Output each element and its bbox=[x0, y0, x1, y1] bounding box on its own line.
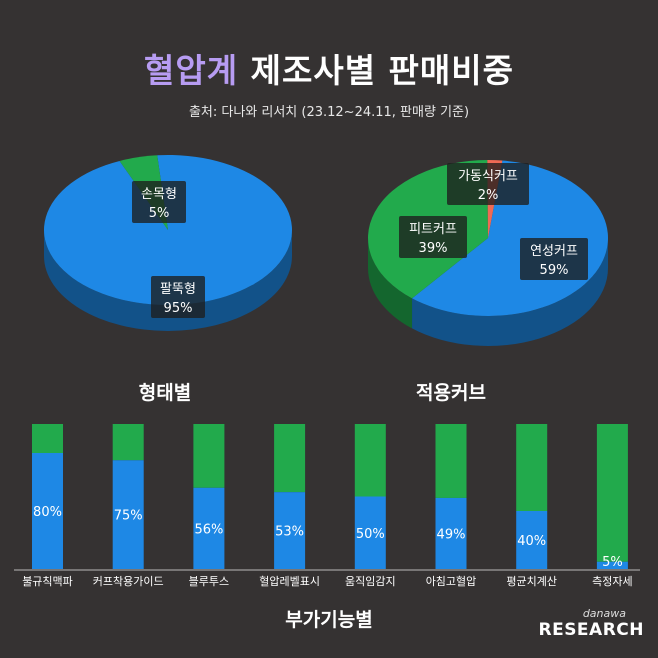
pie2-side-1-0 bbox=[368, 238, 413, 329]
logo-big-text: RESEARCH bbox=[538, 620, 644, 640]
bar-category-label-4: 움직임감지 bbox=[345, 575, 396, 588]
pie2-label-1-box bbox=[399, 216, 467, 258]
bar-value-7 bbox=[596, 561, 628, 569]
bar-value-3 bbox=[274, 492, 306, 569]
pie1-label-1-name: 손목형 bbox=[141, 187, 177, 202]
pie1-label-0-name: 팔뚝형 bbox=[160, 282, 196, 297]
bar-value-label-2: 56% bbox=[194, 522, 223, 537]
pie1-label-0-value: 95% bbox=[164, 301, 193, 316]
bar-value-label-7: 5% bbox=[602, 555, 623, 570]
bar-value-0 bbox=[32, 453, 63, 569]
pie2-label-0-value: 59% bbox=[540, 263, 569, 278]
bar-value-label-3: 53% bbox=[275, 525, 304, 540]
bar-value-1 bbox=[112, 460, 144, 569]
pie1-label-1-value: 5% bbox=[149, 206, 170, 221]
pie1-label-0-box bbox=[151, 276, 205, 318]
pie1-side-0-0 bbox=[44, 230, 292, 331]
bar-value-label-6: 40% bbox=[517, 534, 546, 549]
bar-remainder-5 bbox=[435, 424, 467, 498]
bar-value-label-0: 80% bbox=[33, 505, 62, 520]
bar-value-5 bbox=[435, 497, 467, 569]
bar-value-4 bbox=[354, 496, 386, 569]
bar-category-label-5: 아침고혈압 bbox=[426, 574, 477, 588]
bar-remainder-7 bbox=[596, 424, 628, 562]
pie2-label-0-box bbox=[520, 238, 588, 280]
pie1-label-1-box bbox=[132, 181, 186, 223]
chart-title: 혈압계 제조사별 판매비중 bbox=[0, 44, 658, 92]
danawa-research-logo: danawa RESEARCH bbox=[538, 607, 644, 640]
pie2-label-2-box bbox=[447, 163, 529, 205]
bar-category-label-2: 블루투스 bbox=[189, 575, 229, 588]
pie2-label-1-value: 39% bbox=[419, 241, 448, 256]
pie1-caption: 형태별 bbox=[138, 382, 192, 404]
bar-caption: 부가기능별 bbox=[285, 609, 373, 631]
bar-remainder-1 bbox=[112, 424, 144, 461]
bar-category-label-3: 혈압레벨표시 bbox=[259, 574, 320, 588]
bar-remainder-0 bbox=[32, 424, 63, 453]
title-highlight: 혈압계 bbox=[144, 51, 239, 90]
bar-remainder-6 bbox=[516, 424, 548, 511]
pie2-label-1-name: 피트커프 bbox=[409, 222, 457, 237]
logo-small-text: danawa bbox=[582, 607, 626, 620]
bar-remainder-3 bbox=[274, 424, 306, 493]
bar-value-label-4: 50% bbox=[356, 527, 385, 542]
bar-category-label-0: 불규칙맥파 bbox=[22, 575, 73, 588]
bar-value-6 bbox=[516, 511, 548, 569]
pie2-side-0-0 bbox=[412, 238, 608, 347]
bar-category-label-1: 커프착용가이드 bbox=[93, 575, 164, 588]
pie2-label-2-name: 가동식커프 bbox=[458, 169, 518, 184]
pie2-label-0-name: 연성커프 bbox=[530, 244, 578, 259]
bar-category-label-6: 평균치계산 bbox=[506, 575, 557, 588]
bar-value-label-5: 49% bbox=[437, 527, 466, 542]
bar-category-label-7: 측정자세 bbox=[592, 575, 632, 588]
bar-value-label-1: 75% bbox=[114, 509, 143, 524]
bar-value-2 bbox=[193, 487, 225, 569]
bar-remainder-4 bbox=[354, 424, 386, 497]
source-note: 출처: 다나와 리서치 (23.12~24.11, 판매량 기준) bbox=[188, 105, 470, 120]
pie2-label-2-value: 2% bbox=[478, 188, 499, 203]
pie2-caption: 적용커브 bbox=[416, 382, 486, 404]
title-rest: 제조사별 판매비중 bbox=[250, 51, 514, 90]
bar-remainder-2 bbox=[193, 424, 225, 488]
